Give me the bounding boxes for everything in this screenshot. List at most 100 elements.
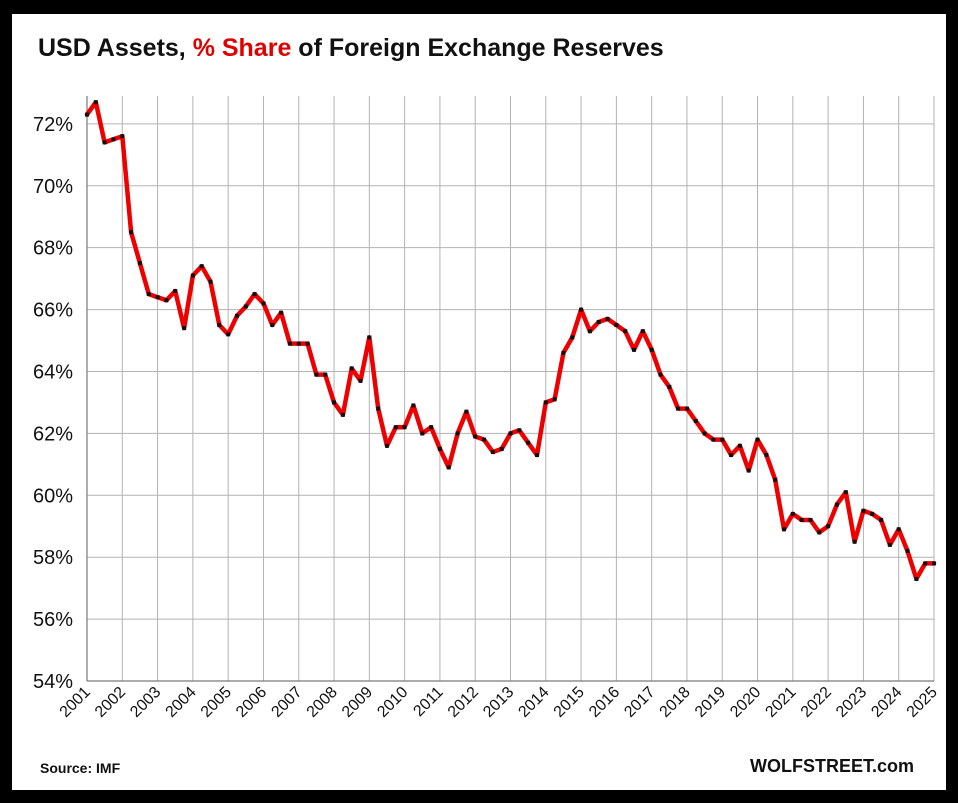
x-tick-label: 2008	[304, 684, 341, 721]
data-point-marker	[887, 542, 892, 547]
data-point-marker	[852, 539, 857, 544]
x-tick-label: 2010	[374, 684, 411, 721]
data-point-marker	[623, 329, 628, 334]
data-point-marker	[632, 347, 636, 352]
data-point-marker	[896, 527, 901, 532]
data-point-marker	[870, 511, 875, 516]
data-point-marker	[164, 298, 169, 303]
data-point-marker	[543, 400, 548, 405]
data-point-marker	[702, 431, 707, 436]
title-part-1: USD Assets,	[38, 34, 193, 62]
data-point-marker	[764, 453, 769, 457]
data-point-marker	[340, 412, 345, 417]
data-point-marker	[385, 443, 389, 448]
y-tick-label: 54%	[33, 671, 73, 693]
data-point-marker	[614, 323, 619, 327]
data-point-marker	[526, 440, 531, 445]
data-point-marker	[402, 425, 407, 430]
y-tick-label: 70%	[33, 176, 73, 198]
data-point-marker	[879, 518, 884, 522]
data-point-marker	[129, 230, 134, 235]
x-tick-label: 2024	[868, 684, 905, 721]
data-point-marker	[782, 527, 786, 532]
data-point-marker	[146, 292, 151, 297]
data-point-marker	[552, 397, 557, 402]
data-point-marker	[287, 341, 292, 346]
data-point-marker	[737, 443, 742, 448]
data-point-marker	[790, 511, 795, 516]
data-point-marker	[649, 347, 654, 352]
x-tick-label: 2014	[515, 684, 552, 721]
x-tick-label: 2007	[268, 684, 305, 721]
data-point-marker	[685, 406, 689, 411]
y-tick-labels: 54% 56% 58% 60% 62% 64% 66% 68% 70% 72%	[33, 114, 73, 693]
data-point-marker	[314, 372, 319, 377]
data-point-marker	[261, 301, 266, 306]
x-tick-label: 2002	[92, 684, 129, 721]
y-tick-label: 60%	[33, 485, 73, 507]
x-tick-label: 2009	[339, 684, 376, 721]
y-tick-label: 58%	[33, 547, 73, 569]
data-point-marker	[429, 425, 434, 430]
data-point-marker	[182, 326, 187, 331]
data-point-marker	[243, 304, 248, 309]
data-point-marker	[173, 289, 178, 293]
x-tick-label: 2021	[762, 684, 799, 721]
data-point-marker	[746, 468, 751, 473]
x-tick-label: 2017	[621, 684, 658, 721]
x-tick-label: 2020	[727, 684, 764, 721]
data-point-marker	[411, 403, 416, 408]
y-tick-label: 66%	[33, 300, 73, 322]
chart-title: USD Assets, % Share of Foreign Exchange …	[38, 34, 664, 63]
data-point-marker	[923, 561, 928, 566]
x-tick-label: 2023	[833, 684, 870, 721]
data-point-marker	[693, 419, 698, 423]
x-tick-labels: 2001200220032004200520062007200820092010…	[57, 684, 941, 721]
data-point-marker	[826, 524, 831, 529]
y-tick-label: 72%	[33, 114, 73, 136]
data-point-marker	[208, 279, 213, 284]
data-point-marker	[587, 329, 592, 334]
x-tick-label: 2022	[798, 684, 835, 721]
data-point-marker	[199, 264, 204, 269]
x-tick-label: 2011	[410, 684, 446, 720]
data-point-marker	[217, 323, 222, 327]
data-point-marker	[111, 137, 116, 142]
data-point-marker	[358, 378, 363, 383]
data-point-marker	[464, 409, 469, 414]
data-point-marker	[658, 372, 663, 377]
chart-frame: USD Assets, % Share of Foreign Exchange …	[12, 14, 946, 790]
data-point-marker	[393, 425, 398, 430]
title-highlight: % Share	[192, 34, 292, 62]
x-tick-label: 2019	[692, 684, 729, 721]
data-point-marker	[667, 385, 672, 389]
data-point-marker	[349, 366, 354, 371]
data-point-marker	[437, 446, 442, 451]
x-tick-label: 2004	[163, 684, 200, 721]
data-point-marker	[676, 406, 681, 411]
data-point-marker	[473, 434, 478, 439]
data-point-marker	[226, 332, 231, 337]
data-point-marker	[711, 437, 716, 442]
data-point-marker	[332, 400, 336, 405]
data-point-marker	[861, 508, 866, 513]
x-tick-label: 2025	[904, 684, 941, 721]
data-point-marker	[535, 453, 539, 457]
data-point-marker	[155, 295, 160, 300]
axes	[86, 96, 934, 682]
y-tick-label: 56%	[33, 609, 73, 631]
grid-lines	[87, 96, 935, 682]
data-point-marker	[305, 341, 310, 346]
data-point-marker	[596, 320, 601, 324]
data-point-marker	[446, 465, 451, 470]
data-point-marker	[640, 329, 645, 334]
title-part-3: of Foreign Exchange Reserves	[291, 34, 664, 62]
data-point-marker	[120, 134, 125, 139]
x-tick-label: 2016	[586, 684, 623, 721]
data-point-marker	[102, 140, 107, 145]
data-point-marker	[799, 518, 804, 522]
x-tick-label: 2015	[551, 684, 588, 721]
data-point-marker	[905, 549, 910, 553]
data-point-marker	[561, 350, 566, 355]
line-chart: 54% 56% 58% 60% 62% 64% 66% 68% 70% 72% 200120022…	[33, 96, 941, 721]
